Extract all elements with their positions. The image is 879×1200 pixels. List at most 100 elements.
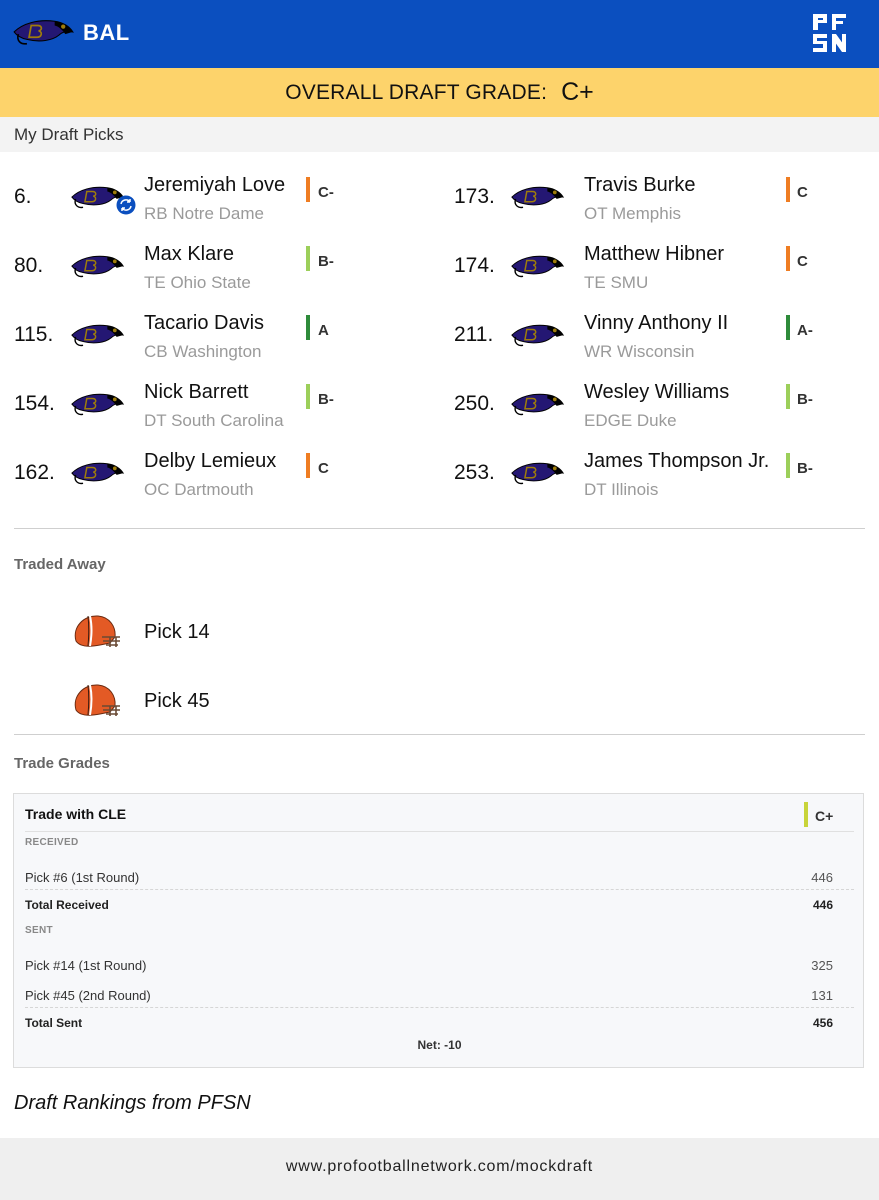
pick-grade: B- (318, 391, 334, 408)
pick-grade: C (318, 460, 329, 477)
grade-bar (786, 246, 790, 271)
trade-swap-icon[interactable] (116, 195, 136, 215)
ravens-logo-icon (71, 255, 124, 278)
pick-row[interactable]: 211. Vinny Anthony II WR Wisconsin A- (454, 312, 864, 372)
player-position-school: CB Washington (144, 342, 262, 361)
pick-number: 174. (454, 254, 495, 277)
grade-bar (306, 246, 310, 271)
pick-row[interactable]: 6. Jeremiyah Love RB Notre Dame C- (14, 174, 434, 234)
pick-grade: B- (318, 253, 334, 270)
sent-pick-value: 131 (811, 988, 833, 1003)
pick-number: 250. (454, 392, 495, 415)
player-name: Tacario Davis (144, 312, 265, 334)
grade-bar (306, 453, 310, 478)
my-draft-picks-header: My Draft Picks (0, 117, 879, 152)
sent-pick-value: 325 (811, 958, 833, 973)
pick-grade: A- (797, 322, 813, 339)
total-sent-value: 456 (812, 1016, 833, 1030)
pick-grade: A (318, 322, 329, 339)
pick-grade: C (797, 253, 808, 270)
pick-row[interactable]: 162. Delby Lemieux OC Dartmouth C (14, 450, 434, 510)
received-pick-label: Pick #6 (1st Round) (25, 870, 140, 885)
player-position-school: RB Notre Dame (144, 204, 264, 223)
pick-number: 253. (454, 461, 495, 484)
trade-grade-bar (804, 802, 808, 827)
trade-grade-card: Trade with CLE C+ RECEIVED Pick #6 (1st … (13, 793, 864, 1068)
pick-row[interactable]: 80. Max Klare TE Ohio State B- (14, 243, 434, 303)
sent-pick-label: Pick #14 (1st Round) (25, 958, 147, 973)
pick-grade: B- (797, 460, 813, 477)
pick-grade: B- (797, 391, 813, 408)
footer-url[interactable]: www.profootballnetwork.com/mockdraft (285, 1158, 594, 1175)
pick-row[interactable]: 115. Tacario Davis CB Washington A (14, 312, 434, 372)
divider (25, 1007, 854, 1008)
pick-number: 211. (454, 323, 494, 346)
ravens-logo-icon (511, 324, 564, 347)
pick-row[interactable]: 173. Travis Burke OT Memphis C (454, 174, 864, 234)
player-position-school: DT Illinois (584, 480, 659, 499)
traded-pick-label: Pick 45 (144, 690, 210, 712)
player-position-school: DT South Carolina (144, 411, 284, 430)
overall-grade-value: C+ (561, 78, 594, 106)
received-caption: RECEIVED (25, 837, 79, 848)
pick-row[interactable]: 250. Wesley Williams EDGE Duke B- (454, 381, 864, 441)
traded-pick-label: Pick 14 (144, 621, 210, 643)
grade-bar (786, 384, 790, 409)
total-received-label: Total Received (25, 898, 109, 912)
pick-number: 80. (14, 254, 44, 277)
player-position-school: EDGE Duke (584, 411, 677, 430)
grade-bar (786, 315, 790, 340)
player-name: Vinny Anthony II (584, 312, 729, 334)
pick-row[interactable]: 154. Nick Barrett DT South Carolina B- (14, 381, 434, 441)
player-position-school: OT Memphis (584, 204, 681, 223)
rankings-source-note: Draft Rankings from PFSN (14, 1092, 251, 1114)
browns-helmet-icon (74, 683, 121, 717)
pick-number: 115. (14, 323, 54, 346)
received-pick-value: 446 (811, 870, 833, 885)
traded-away-title: Traded Away (14, 556, 106, 573)
player-name: Max Klare (144, 243, 235, 265)
team-header: BAL (0, 0, 879, 68)
net-value: Net: -10 (417, 1038, 462, 1052)
trade-grades-title: Trade Grades (14, 755, 110, 772)
grade-bar (306, 384, 310, 409)
player-position-school: TE Ohio State (144, 273, 251, 292)
total-sent-label: Total Sent (25, 1016, 83, 1030)
pfsn-logo-icon[interactable] (811, 12, 851, 54)
player-name: Matthew Hibner (584, 243, 725, 265)
sent-pick-label: Pick #45 (2nd Round) (25, 988, 151, 1003)
grade-bar (786, 453, 790, 478)
player-name: Nick Barrett (144, 381, 249, 403)
pick-row[interactable]: 174. Matthew Hibner TE SMU C (454, 243, 864, 303)
player-name: Delby Lemieux (144, 450, 277, 472)
player-name: Jeremiyah Love (144, 174, 286, 196)
pick-number: 173. (454, 185, 495, 208)
pick-row[interactable]: 253. James Thompson Jr. DT Illinois B- (454, 450, 864, 510)
ravens-logo-icon (511, 255, 564, 278)
divider (25, 889, 854, 890)
ravens-logo-icon (13, 19, 74, 45)
pick-number: 154. (14, 392, 55, 415)
overall-grade-label: OVERALL DRAFT GRADE: (285, 80, 548, 104)
ravens-logo-icon (71, 462, 124, 485)
player-position-school: OC Dartmouth (144, 480, 254, 499)
sent-caption: SENT (25, 925, 53, 936)
overall-grade-banner: OVERALL DRAFT GRADE: C+ (0, 68, 879, 117)
footer: www.profootballnetwork.com/mockdraft (0, 1138, 879, 1200)
player-position-school: TE SMU (584, 273, 649, 292)
divider (14, 528, 865, 529)
team-abbr: BAL (83, 20, 130, 45)
pick-grade: C (797, 184, 808, 201)
total-received-value: 446 (812, 898, 833, 912)
trade-grade: C+ (815, 808, 834, 824)
browns-helmet-icon (74, 614, 121, 648)
divider (25, 831, 854, 832)
pick-number: 162. (14, 461, 55, 484)
pick-number: 6. (14, 185, 32, 208)
ravens-logo-icon (511, 393, 564, 416)
ravens-logo-icon (511, 462, 564, 485)
player-position-school: WR Wisconsin (584, 342, 695, 361)
grade-bar (306, 315, 310, 340)
ravens-logo-icon (71, 324, 124, 347)
grade-bar (306, 177, 310, 202)
